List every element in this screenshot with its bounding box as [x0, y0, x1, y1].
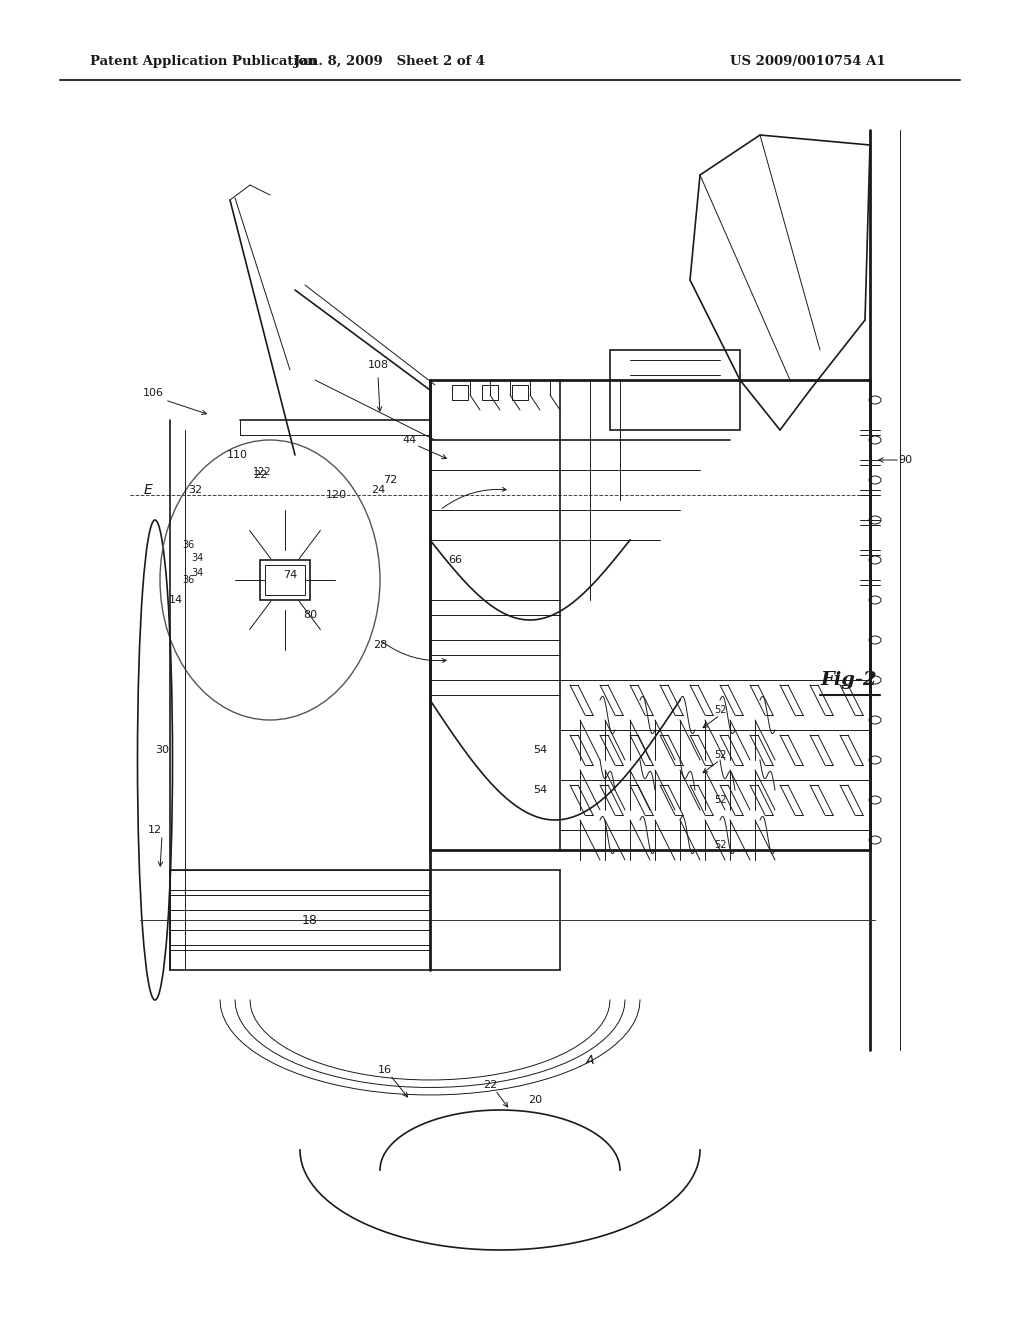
Ellipse shape [869, 715, 881, 723]
Ellipse shape [869, 676, 881, 684]
Text: 28: 28 [373, 640, 387, 649]
Text: 36: 36 [182, 576, 195, 585]
Text: 36: 36 [182, 540, 195, 550]
Text: 22: 22 [253, 470, 267, 480]
Bar [452, 385, 468, 400]
Bar [260, 560, 310, 601]
Text: 20: 20 [528, 1096, 542, 1105]
Ellipse shape [869, 836, 881, 843]
Ellipse shape [869, 556, 881, 564]
Text: 66: 66 [449, 554, 462, 565]
Text: 108: 108 [368, 360, 388, 370]
Ellipse shape [869, 756, 881, 764]
Text: 90: 90 [898, 455, 912, 465]
Text: US 2009/0010754 A1: US 2009/0010754 A1 [730, 55, 886, 69]
Text: Patent Application Publication: Patent Application Publication [90, 55, 316, 69]
Text: 120: 120 [326, 490, 346, 500]
Bar [482, 385, 498, 400]
Text: 34: 34 [190, 553, 203, 564]
Text: 110: 110 [226, 450, 248, 459]
Text: 80: 80 [303, 610, 317, 620]
Text: 14: 14 [169, 595, 183, 605]
Bar [512, 385, 528, 400]
Text: 18: 18 [302, 913, 317, 927]
Ellipse shape [869, 516, 881, 524]
Text: 122: 122 [253, 467, 271, 477]
Text: 74: 74 [283, 570, 297, 579]
Text: 54: 54 [532, 785, 547, 795]
Text: 52: 52 [714, 750, 726, 760]
Text: 52: 52 [714, 795, 726, 805]
Text: Fig-2: Fig-2 [820, 671, 877, 689]
Ellipse shape [869, 477, 881, 484]
Text: E: E [143, 483, 153, 498]
Text: A: A [586, 1053, 594, 1067]
Text: 52: 52 [714, 840, 726, 850]
Text: 32: 32 [188, 484, 202, 495]
Text: 52: 52 [714, 705, 726, 715]
Text: 30: 30 [155, 744, 169, 755]
Text: 72: 72 [383, 475, 397, 484]
Ellipse shape [137, 520, 172, 1001]
Text: 12: 12 [147, 825, 162, 836]
Ellipse shape [869, 796, 881, 804]
Text: 22: 22 [483, 1080, 497, 1090]
Text: Jan. 8, 2009   Sheet 2 of 4: Jan. 8, 2009 Sheet 2 of 4 [295, 55, 485, 69]
Text: 54: 54 [532, 744, 547, 755]
Text: 34: 34 [190, 568, 203, 578]
Ellipse shape [869, 636, 881, 644]
Text: 24: 24 [371, 484, 385, 495]
Ellipse shape [869, 597, 881, 605]
Text: 44: 44 [402, 436, 417, 445]
Ellipse shape [869, 396, 881, 404]
Bar [610, 350, 740, 430]
Text: 16: 16 [378, 1065, 392, 1074]
Text: 106: 106 [142, 388, 164, 399]
Bar [265, 565, 305, 595]
Ellipse shape [869, 436, 881, 444]
